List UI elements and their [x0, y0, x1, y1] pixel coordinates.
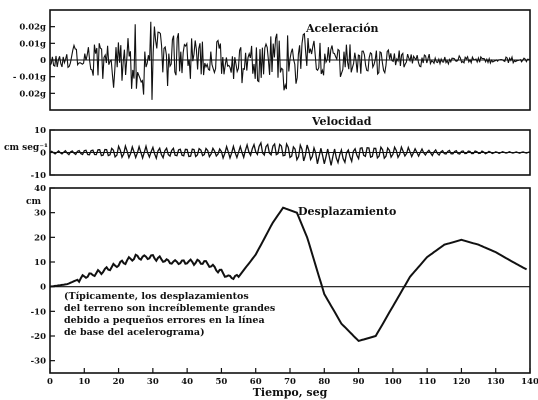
y-tick-label: 0.01g: [19, 39, 46, 49]
x-tick-label: 90: [353, 377, 365, 387]
velocity-unit-label: cm seg⁻¹: [4, 143, 48, 153]
x-tick-label: 60: [250, 377, 262, 387]
acceleration-title: Aceleración: [305, 22, 379, 35]
y-tick-label: 40: [34, 184, 46, 194]
y-tick-label: 0.02g: [19, 89, 46, 99]
y-tick-label: -30: [31, 357, 46, 367]
y-tick-label: -10: [31, 307, 46, 317]
velocity-series-line: [49, 140, 531, 166]
annotation-line-3: debido a pequeños errores en la línea: [64, 315, 265, 326]
y-tick-label: 0: [40, 283, 46, 293]
x-tick-label: 140: [521, 377, 538, 387]
y-tick-label: - 0.01g: [13, 73, 46, 83]
velocity-title: Velocidad: [311, 115, 372, 128]
displacement-title: Desplazamiento: [298, 205, 396, 218]
x-tick-label: 0: [47, 377, 53, 387]
y-tick-label: 0: [40, 149, 46, 159]
y-tick-label: 0.02g: [19, 23, 46, 33]
x-tick-label: 70: [284, 377, 296, 387]
x-tick-label: 30: [147, 377, 159, 387]
annotation-line-4: de base del acelerograma): [64, 327, 205, 338]
acceleration-series-line: [49, 21, 530, 100]
x-axis-title: Tiempo, seg: [253, 386, 328, 399]
displacement-series-line: [49, 206, 528, 343]
x-tick-label: 10: [78, 377, 90, 387]
x-tick-label: 130: [487, 377, 505, 387]
y-tick-label: 10: [34, 258, 46, 268]
y-tick-label: -10: [31, 171, 46, 181]
displacement-panel-frame: [49, 187, 531, 374]
y-tick-label: -20: [31, 332, 46, 342]
baseline-error-annotation: (Típicamente, los desplazamientos del te…: [64, 291, 275, 338]
x-tick-label: 50: [216, 377, 228, 387]
displacement-unit-label: cm: [26, 197, 41, 207]
x-tick-label: 20: [113, 377, 125, 387]
x-tick-label: 120: [453, 377, 471, 387]
annotation-line-1: (Típicamente, los desplazamientos: [64, 291, 249, 302]
x-tick-label: 110: [418, 377, 436, 387]
y-tick-label: 10: [34, 126, 46, 136]
y-tick-label: 0: [40, 56, 46, 66]
y-tick-label: 20: [34, 233, 46, 243]
x-tick-label: 40: [181, 377, 193, 387]
y-tick-label: 30: [34, 209, 46, 219]
x-tick-label: 80: [318, 377, 330, 387]
x-tick-label: 100: [384, 377, 402, 387]
annotation-line-2: del terreno son increíblemente grandes: [64, 303, 275, 314]
